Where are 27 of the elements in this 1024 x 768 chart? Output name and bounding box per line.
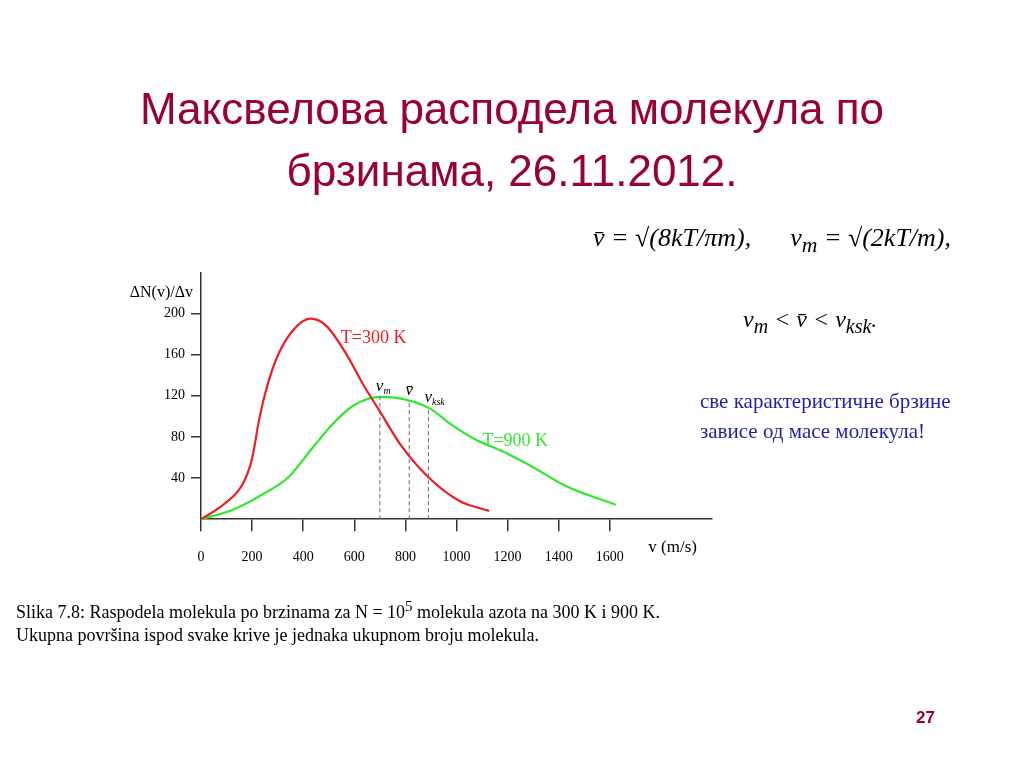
x-tick-label: 200 bbox=[241, 549, 263, 565]
x-tick-label: 1600 bbox=[595, 549, 624, 565]
x-tick-label: 0 bbox=[197, 549, 205, 565]
y-tick-label: 120 bbox=[164, 387, 185, 403]
text: v$_{m}$ < v̄ < v$_{ksk}$. bbox=[743, 306, 878, 338]
y-tick-label: 80 bbox=[171, 428, 185, 444]
text: Slika 7.8: Raspodela molekula po brzinama za N = 10$^{5}$ molekula azota na 300 K i 900 K. bbox=[16, 598, 661, 623]
series-label: T=300 K bbox=[340, 327, 407, 348]
x-tick-label: 400 bbox=[292, 549, 314, 565]
y-axis-title: ΔN(v)/Δv bbox=[129, 282, 193, 301]
annotation: све карактеристичне брзине зависе од масе молекула! bbox=[700, 388, 952, 445]
text: Ukupna površina ispod svake krive je jednaka ukupnom broju molekula. bbox=[16, 625, 539, 646]
x-tick-label: 1400 bbox=[544, 549, 573, 565]
x-tick-label: 600 bbox=[343, 549, 365, 565]
x-tick-label: 800 bbox=[394, 549, 416, 565]
y-tick-label: 200 bbox=[164, 305, 185, 321]
line-series bbox=[201, 395, 618, 520]
x-tick-label: 1200 bbox=[493, 549, 522, 565]
series-label: T=900 K bbox=[482, 429, 549, 450]
ref-line-label: v̄ bbox=[405, 380, 414, 400]
y-tick-label: 160 bbox=[164, 346, 185, 362]
text: v̄ = √(8kT/πm), v$_{m}$ = √(2kT/m), bbox=[593, 223, 952, 259]
x-tick-label: 1000 bbox=[442, 549, 471, 565]
text: 27 bbox=[916, 708, 935, 728]
y-tick-label: 40 bbox=[171, 469, 185, 485]
x-axis-title: v (m/s) bbox=[648, 536, 697, 556]
chart-title: Максвелова расподела молекула по брзинама, 26.11.2012. bbox=[138, 83, 886, 197]
